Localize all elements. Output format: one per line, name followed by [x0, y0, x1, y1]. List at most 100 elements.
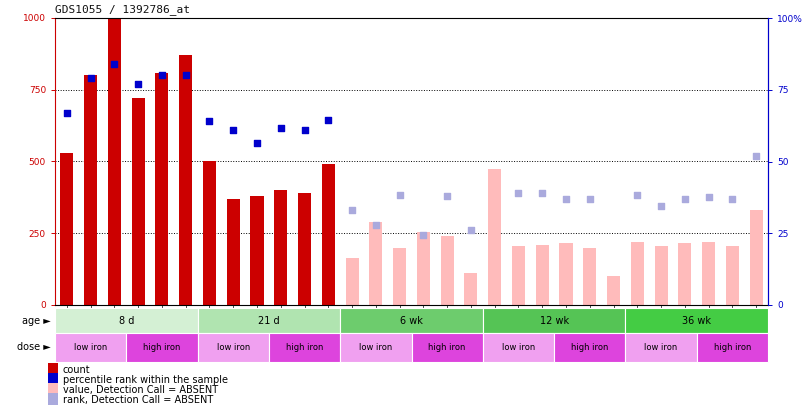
Text: low iron: low iron	[502, 343, 535, 352]
Point	[464, 227, 477, 234]
Point	[251, 140, 264, 146]
Point	[108, 61, 121, 67]
Point	[274, 125, 287, 132]
Bar	[631, 242, 644, 305]
Bar	[197, 308, 340, 333]
Text: high iron: high iron	[286, 343, 323, 352]
Text: 36 wk: 36 wk	[682, 315, 711, 326]
Bar	[298, 193, 311, 305]
Bar	[554, 333, 625, 362]
Point	[654, 203, 667, 209]
Bar	[559, 243, 572, 305]
Text: percentile rank within the sample: percentile rank within the sample	[63, 375, 228, 385]
Bar	[48, 393, 58, 405]
Bar	[369, 222, 382, 305]
Bar	[340, 333, 412, 362]
Bar	[464, 273, 477, 305]
Bar	[108, 18, 121, 305]
Bar	[251, 196, 264, 305]
Point	[512, 190, 525, 196]
Point	[750, 153, 762, 159]
Point	[369, 222, 382, 228]
Bar	[512, 246, 525, 305]
Bar	[607, 276, 620, 305]
Bar	[55, 333, 127, 362]
Point	[726, 196, 739, 202]
Point	[702, 194, 715, 200]
Point	[179, 72, 192, 79]
Text: dose ►: dose ►	[17, 343, 51, 352]
Text: count: count	[63, 365, 90, 375]
Point	[417, 231, 430, 238]
Text: high iron: high iron	[571, 343, 609, 352]
Bar	[483, 308, 625, 333]
Bar	[417, 232, 430, 305]
Bar	[654, 246, 667, 305]
Bar	[625, 308, 768, 333]
Bar	[750, 210, 762, 305]
Bar	[726, 246, 739, 305]
Point	[584, 196, 596, 202]
Bar	[584, 247, 596, 305]
Text: value, Detection Call = ABSENT: value, Detection Call = ABSENT	[63, 385, 218, 395]
Bar	[393, 247, 406, 305]
Point	[131, 81, 144, 87]
Point	[679, 196, 692, 202]
Bar	[55, 308, 197, 333]
Point	[298, 127, 311, 133]
Bar	[48, 373, 58, 387]
Point	[84, 75, 97, 81]
Bar	[197, 333, 269, 362]
Point	[536, 190, 549, 196]
Text: age ►: age ►	[23, 315, 51, 326]
Text: 21 d: 21 d	[258, 315, 280, 326]
Bar	[679, 243, 692, 305]
Bar	[346, 258, 359, 305]
Bar	[488, 168, 501, 305]
Bar	[536, 245, 549, 305]
Bar	[156, 72, 168, 305]
Bar	[625, 333, 696, 362]
Bar	[60, 153, 73, 305]
Bar	[55, 305, 768, 405]
Point	[322, 117, 334, 123]
Point	[441, 193, 454, 199]
Text: low iron: low iron	[217, 343, 250, 352]
Point	[60, 109, 73, 116]
Point	[203, 118, 216, 125]
Bar	[696, 333, 768, 362]
Point	[156, 72, 168, 79]
Text: GDS1055 / 1392786_at: GDS1055 / 1392786_at	[55, 4, 190, 15]
Text: 8 d: 8 d	[118, 315, 134, 326]
Point	[226, 127, 239, 133]
Point	[346, 207, 359, 213]
Bar	[702, 242, 715, 305]
Point	[631, 191, 644, 198]
Bar	[131, 98, 145, 305]
Text: high iron: high iron	[143, 343, 181, 352]
Bar	[179, 55, 193, 305]
Text: low iron: low iron	[74, 343, 107, 352]
Point	[393, 191, 406, 198]
Text: rank, Detection Call = ABSENT: rank, Detection Call = ABSENT	[63, 395, 213, 405]
Text: high iron: high iron	[713, 343, 751, 352]
Bar	[274, 190, 287, 305]
Bar	[322, 164, 334, 305]
Text: low iron: low iron	[645, 343, 678, 352]
Bar	[340, 308, 483, 333]
Bar	[483, 333, 554, 362]
Bar	[84, 75, 98, 305]
Bar	[441, 236, 454, 305]
Bar	[412, 333, 483, 362]
Text: low iron: low iron	[359, 343, 393, 352]
Text: 6 wk: 6 wk	[400, 315, 423, 326]
Bar	[48, 383, 58, 397]
Bar	[203, 162, 216, 305]
Bar	[48, 363, 58, 377]
Point	[559, 196, 572, 202]
Text: high iron: high iron	[429, 343, 466, 352]
Bar	[226, 199, 240, 305]
Bar	[127, 333, 197, 362]
Bar	[269, 333, 340, 362]
Text: 12 wk: 12 wk	[539, 315, 569, 326]
